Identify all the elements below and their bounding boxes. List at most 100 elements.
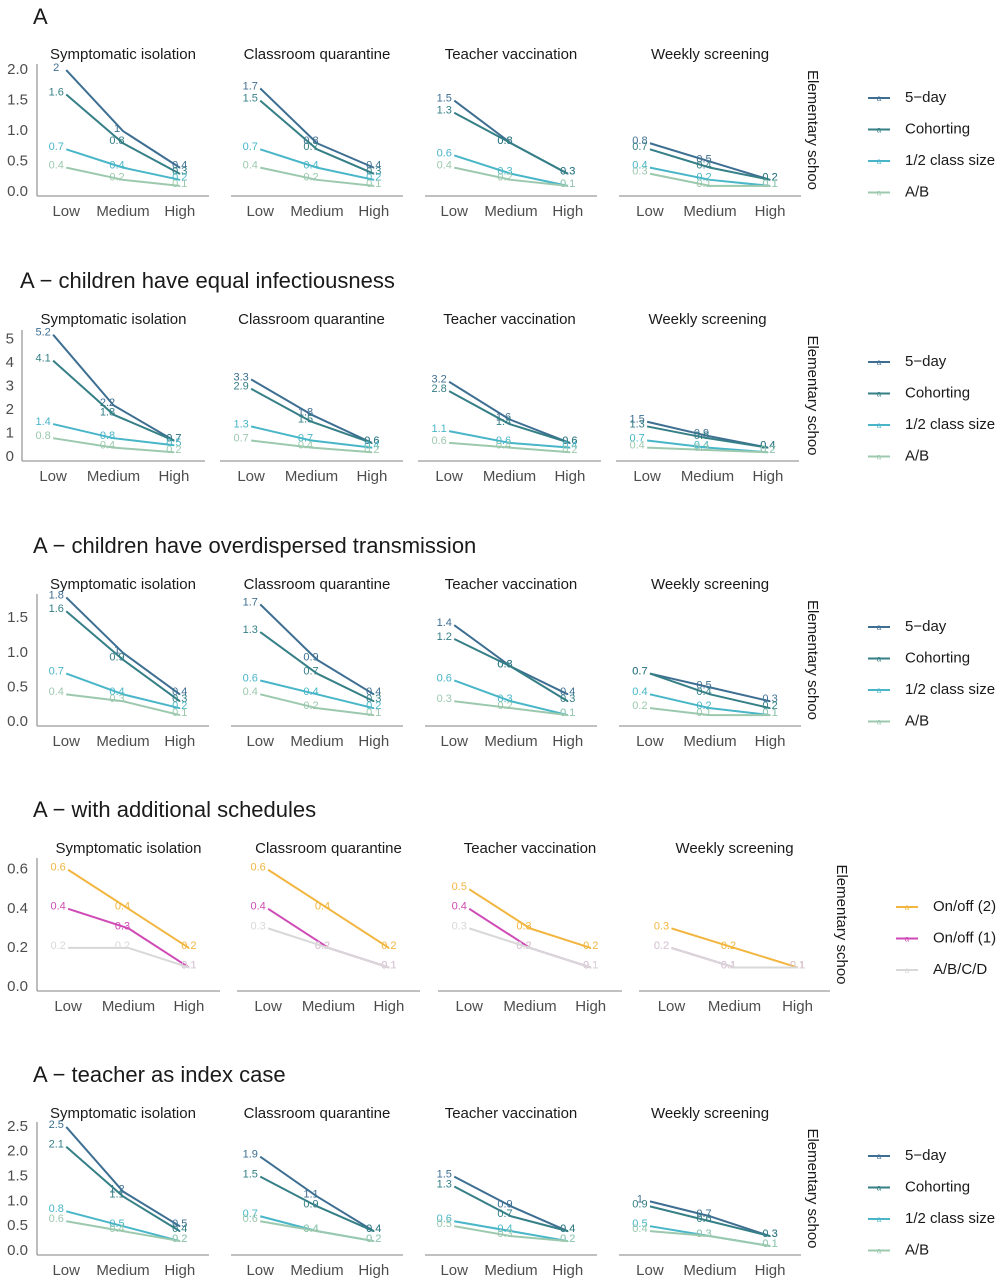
panel-title: Weekly screening — [648, 311, 766, 328]
series-line-Cohorting — [65, 610, 181, 703]
data-label: 0.1 — [696, 707, 711, 719]
data-label: 0.4 — [49, 686, 64, 698]
data-label: 0.6 — [562, 435, 577, 447]
series-line-On/off (2) — [468, 888, 592, 949]
data-label: 0.4 — [172, 686, 187, 698]
series-line-1/2 class size — [65, 672, 180, 710]
series-line-A/B — [52, 437, 174, 454]
panel: Symptomatic isolation Low Medium High 2 1 0.4 1… — [36, 46, 209, 220]
data-label: 0.1 — [721, 959, 736, 971]
series-line-5−day — [649, 672, 771, 703]
series-line-Cohorting — [52, 359, 175, 442]
data-label: 0.2 — [366, 700, 381, 712]
panel-title: Symptomatic isolation — [50, 1105, 196, 1122]
data-label: 1.4 — [437, 617, 452, 629]
data-label: 0.2 — [166, 444, 181, 456]
legend-key-glyph: a — [877, 1215, 882, 1224]
series-line-A/B — [66, 166, 180, 187]
legend-label: 5−day — [905, 353, 947, 370]
series-line-Cohorting — [65, 93, 181, 175]
panel-title: Classroom quarantine — [244, 46, 391, 63]
series-line-Cohorting — [646, 425, 769, 449]
data-label: 0.4 — [629, 439, 644, 451]
data-label: 0.2 — [696, 700, 711, 712]
data-label: 0.7 — [298, 432, 313, 444]
series-line-5−day — [65, 1126, 181, 1228]
data-label: 1 — [114, 645, 120, 657]
series-line-On/off (2) — [267, 868, 390, 949]
data-label: 0.2 — [632, 700, 647, 712]
y-tick-label: 1 — [6, 424, 14, 441]
chart-title: A − with additional schedules — [33, 797, 316, 822]
data-label: 0.4 — [760, 439, 775, 451]
data-label: 0.6 — [437, 1213, 452, 1225]
data-label: 0.1 — [762, 1238, 777, 1250]
data-label: 0.6 — [49, 1213, 64, 1225]
data-label: 0.1 — [366, 707, 381, 719]
series-line-5−day — [250, 378, 373, 444]
x-tick-label: Low — [52, 733, 80, 750]
series-line-1/2 class size — [52, 423, 175, 447]
x-tick-label: High — [755, 733, 786, 750]
data-label: 0.3 — [250, 920, 265, 932]
data-label: 0.2 — [562, 444, 577, 456]
x-tick-label: High — [373, 998, 404, 1015]
panel-title: Weekly screening — [675, 840, 793, 857]
data-label: 0.3 — [366, 693, 381, 705]
data-label: 0.9 — [109, 652, 124, 664]
data-label: 0.7 — [166, 432, 181, 444]
data-label: 0.3 — [109, 693, 124, 705]
x-tick-label: Medium — [484, 733, 537, 750]
series-line-A/B — [647, 446, 768, 454]
y-tick-label: 0.5 — [7, 1217, 28, 1234]
y-tick-label: 2.0 — [7, 61, 28, 78]
data-label: 0.2 — [721, 940, 736, 952]
data-label: 1.5 — [298, 414, 313, 426]
series-line-1/2 class size — [65, 1210, 181, 1243]
data-label: 0.3 — [452, 920, 467, 932]
series-line-5−day — [649, 142, 771, 181]
data-label: 0.2 — [381, 940, 396, 952]
data-label: 0.6 — [50, 862, 65, 874]
data-label: 0.4 — [243, 160, 258, 172]
series-line-1/2 class size — [65, 148, 180, 181]
data-label: 0.2 — [364, 444, 379, 456]
data-label: 0.7 — [166, 432, 181, 444]
data-label: 3.3 — [233, 371, 248, 383]
x-tick-label: Medium — [290, 1262, 343, 1279]
x-tick-label: High — [158, 468, 189, 485]
data-label: 0.6 — [250, 862, 265, 874]
y-tick-label: 0.0 — [7, 1242, 28, 1259]
data-label: 0.2 — [315, 940, 330, 952]
panel-title: Symptomatic isolation — [56, 840, 202, 857]
legend-label: A/B — [905, 447, 929, 464]
series-line-A/B — [260, 693, 374, 717]
data-label: 0.4 — [496, 439, 511, 451]
data-label: 0.7 — [49, 141, 64, 153]
data-label: 1.3 — [437, 1178, 452, 1190]
data-label: 0.3 — [560, 166, 575, 178]
data-label: 0.1 — [583, 959, 598, 971]
data-label: 1.6 — [49, 603, 64, 615]
x-tick-label: Low — [440, 203, 468, 220]
data-label: 0.7 — [632, 665, 647, 677]
data-label: 0.4 — [694, 439, 709, 451]
data-label: 0.4 — [366, 1223, 381, 1235]
data-label: 0.4 — [172, 1223, 187, 1235]
x-tick-label: Low — [440, 733, 468, 750]
data-label: 0.8 — [632, 135, 647, 147]
data-label: 0.7 — [629, 432, 644, 444]
data-label: 0.3 — [762, 1228, 777, 1240]
legend-label: 1/2 class size — [905, 681, 995, 698]
data-label: 0.3 — [696, 1228, 711, 1240]
x-tick-label: High — [358, 203, 389, 220]
legend-key-glyph: a — [877, 1247, 882, 1256]
series-line-A/B — [449, 441, 570, 454]
data-label: 0.4 — [632, 1223, 647, 1235]
y-tick-label: 0.5 — [7, 678, 28, 695]
data-label: 0.2 — [303, 172, 318, 184]
